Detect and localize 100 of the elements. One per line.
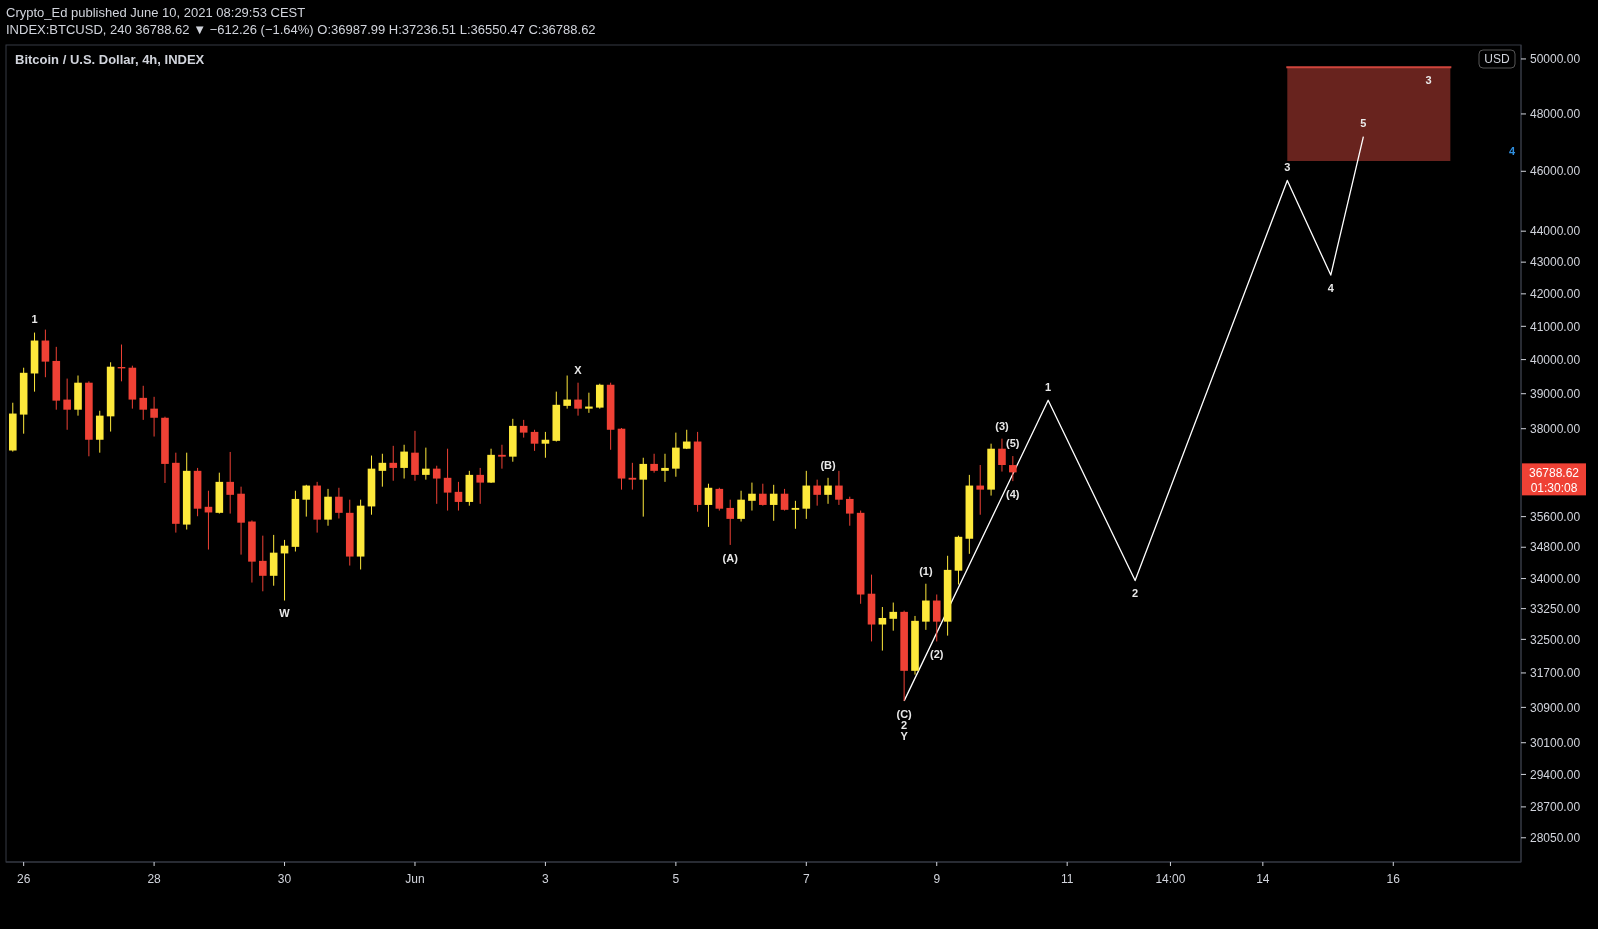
y-tick-label: 34000.00 [1530, 571, 1581, 586]
candlestick [226, 451, 234, 515]
y-tick-label: 44000.00 [1530, 224, 1581, 239]
x-tick-label: 30 [277, 872, 292, 886]
annotation: (A) [722, 551, 739, 564]
y-tick-label: 30100.00 [1530, 735, 1581, 750]
annotation: 5 [1360, 117, 1367, 130]
candlestick [63, 378, 71, 431]
candlestick [411, 430, 419, 482]
candlestick [585, 392, 593, 414]
chart-title: Crypto_Ed published June 10, 2021 08:29:53 CEST [6, 5, 306, 20]
y-tick-label: 38000.00 [1530, 421, 1581, 436]
candlestick [41, 329, 50, 378]
candlestick [780, 488, 789, 512]
candlestick [791, 500, 800, 530]
candlestick [976, 464, 985, 516]
candlestick [389, 445, 398, 482]
candlestick [269, 534, 278, 587]
candlestick [715, 487, 724, 512]
candlestick [530, 429, 539, 452]
candlestick [802, 470, 811, 520]
candlestick [922, 583, 930, 631]
annotation: (4) [1006, 487, 1020, 500]
y-tick-label: 32500.00 [1530, 632, 1581, 647]
candlestick [748, 482, 756, 512]
candlestick [878, 606, 887, 652]
candlestick [324, 488, 332, 527]
x-tick-label: 3 [542, 872, 550, 886]
candlestick [139, 385, 148, 421]
text: 36788.62 [1528, 465, 1580, 480]
y-tick-label: 41000.00 [1530, 319, 1581, 334]
candlestick [595, 383, 604, 410]
candlestick [400, 444, 408, 480]
annotation: (1) [919, 564, 933, 577]
candlestick [813, 479, 821, 507]
annotation: 4 [1508, 145, 1516, 158]
annotation: 2 [1132, 587, 1139, 600]
y-tick-label: 40000.00 [1530, 352, 1581, 367]
y-axis-title: USD [1484, 52, 1510, 66]
candlestick [998, 438, 1006, 473]
candlestick [661, 453, 669, 483]
y-tick-label: 33250.00 [1530, 601, 1581, 616]
x-tick-label: 5 [672, 872, 680, 886]
candlestick [454, 481, 463, 512]
annotation: 3 [1425, 74, 1432, 87]
candlestick [1009, 455, 1017, 482]
candlestick [932, 594, 941, 642]
candlestick [422, 447, 430, 481]
y-tick-label: 29400.00 [1530, 767, 1581, 782]
candlestick [335, 487, 343, 519]
annotation: (3) [995, 419, 1010, 432]
candlestick [824, 477, 832, 505]
annotation: 1 [31, 313, 38, 326]
candlestick [574, 382, 582, 417]
candlestick [443, 448, 452, 512]
y-tick-label: 39000.00 [1530, 386, 1581, 401]
y-tick-label: 31700.00 [1530, 666, 1581, 681]
x-tick-label: 28 [147, 872, 162, 886]
annotation: 2 [901, 718, 908, 731]
candlestick [759, 483, 767, 507]
candlestick [726, 499, 735, 546]
annotation: Y [900, 729, 909, 742]
candlestick [302, 484, 311, 518]
y-tick-label: 42000.00 [1530, 287, 1581, 302]
annotation: (2) [930, 648, 944, 661]
candlestick [769, 484, 778, 522]
x-tick-label: 26 [16, 872, 31, 886]
annotation: (B) [820, 458, 837, 471]
annotation: 3 [1284, 161, 1291, 174]
candlestick [476, 467, 485, 505]
candlestick [704, 483, 713, 528]
candlestick [672, 432, 680, 478]
x-tick-label: 7 [802, 872, 810, 886]
candlestick [639, 457, 648, 518]
candlestick [628, 462, 637, 491]
annotation: (C) [896, 707, 913, 720]
y-tick-label: 28700.00 [1530, 800, 1581, 815]
candlestick [541, 431, 550, 459]
y-tick-label: 30900.00 [1530, 700, 1581, 715]
y-tick-label: 43000.00 [1530, 255, 1581, 270]
text: 01:30:08 [1530, 480, 1578, 495]
x-tick-label: 11 [1060, 872, 1074, 886]
candlestick [432, 465, 441, 505]
annotation: X [574, 363, 583, 376]
x-tick-label: Jun [405, 872, 425, 886]
line-series [903, 135, 1365, 702]
annotation: 4 [1327, 281, 1335, 294]
chart-subtitle: INDEX:BTCUSD, 240 36788.62 ▼ −612.26 (−1.64%) O:36987.99 H:37236.51 L:36550.47 C:36788.62 [6, 22, 596, 37]
candlestick [889, 602, 898, 632]
annotation: Bitcoin / U.S. Dollar, 4h, INDEX [15, 52, 205, 67]
candlestick [737, 490, 745, 523]
y-tick-label: 28050.00 [1530, 830, 1581, 845]
y-tick-label: 46000.00 [1530, 164, 1581, 179]
y-tick-label: 35600.00 [1530, 509, 1581, 524]
y-tick-label: 34800.00 [1530, 540, 1581, 555]
candlestick [150, 396, 158, 438]
candlestick [259, 535, 267, 592]
candlestick [650, 453, 658, 474]
y-tick-label: 50000.00 [1530, 52, 1581, 67]
candlestick [563, 375, 571, 410]
